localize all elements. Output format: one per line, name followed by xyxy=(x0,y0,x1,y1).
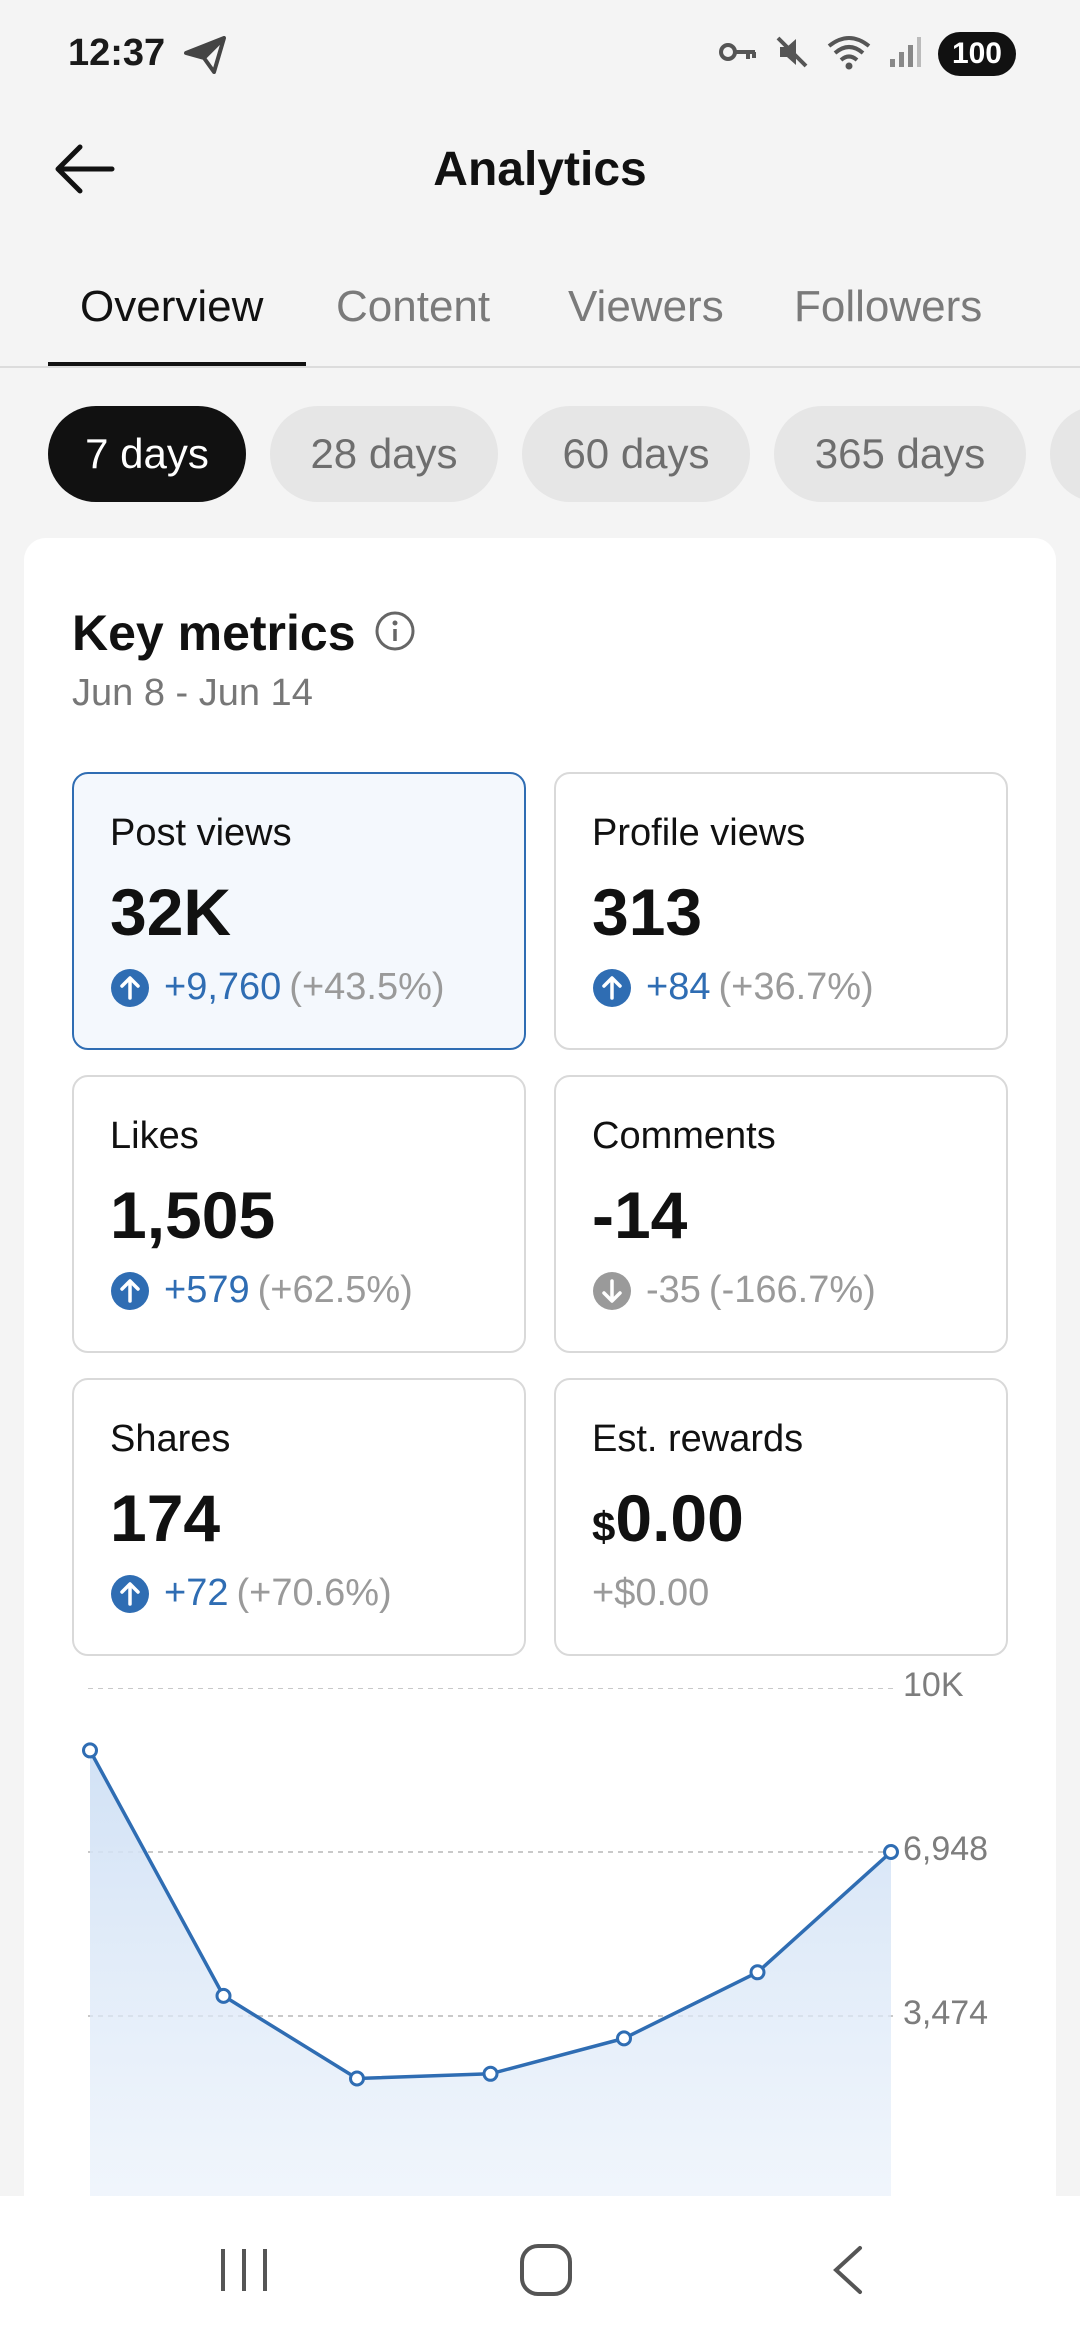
metric-card-comments[interactable]: Comments -14 -35 (-166.7%) xyxy=(554,1075,1008,1353)
section-title: Key metrics xyxy=(72,605,356,661)
chevron-left-icon xyxy=(833,2246,862,2294)
metric-value: 174 xyxy=(110,1481,221,1555)
change-percent: (+62.5%) xyxy=(257,1269,413,1311)
arrow-up-circle-icon xyxy=(111,1271,149,1310)
metric-value: $0.00 xyxy=(592,1480,744,1556)
data-point[interactable] xyxy=(883,1844,899,1860)
recents-button[interactable] xyxy=(204,2232,284,2308)
change-value: +84 xyxy=(646,966,711,1008)
tab-viewers[interactable]: Viewers xyxy=(568,282,724,331)
arrow-left-icon xyxy=(55,144,115,194)
chip-365-days[interactable]: 365 days xyxy=(774,406,1026,502)
metric-label: Est. rewards xyxy=(592,1418,804,1460)
page-title: Analytics xyxy=(433,143,647,196)
tab-overview[interactable]: Overview xyxy=(80,282,264,331)
data-point[interactable] xyxy=(482,2065,499,2082)
home-button[interactable] xyxy=(506,2232,586,2308)
chip-60-days[interactable]: 60 days xyxy=(522,406,750,502)
recents-icon xyxy=(221,2249,267,2291)
y-tick-label: 3,474 xyxy=(903,1994,989,2032)
back-button[interactable] xyxy=(48,138,120,200)
chip-7-days[interactable]: 7 days xyxy=(48,406,246,502)
tab-bar: Overview Content Viewers Followers L xyxy=(0,258,1080,368)
metric-value: 1,505 xyxy=(110,1178,276,1252)
metric-card-shares[interactable]: Shares 174 +72 (+70.6%) xyxy=(72,1378,526,1656)
tab-content[interactable]: Content xyxy=(336,282,491,331)
info-icon[interactable] xyxy=(374,610,416,657)
change-value: +$0.00 xyxy=(592,1572,710,1614)
chip-more[interactable] xyxy=(1050,406,1080,502)
change-value: +9,760 xyxy=(164,966,282,1008)
system-back-button[interactable] xyxy=(808,2232,888,2308)
signal-icon xyxy=(888,35,922,74)
metric-change: +72 (+70.6%) xyxy=(110,1572,392,1615)
metric-label: Shares xyxy=(110,1418,231,1460)
arrow-up-circle-icon xyxy=(111,1574,149,1613)
metric-card-likes[interactable]: Likes 1,505 +579 (+62.5%) xyxy=(72,1075,526,1353)
change-value: +579 xyxy=(164,1269,250,1311)
change-value: -35 xyxy=(646,1269,701,1311)
change-value: +72 xyxy=(164,1572,229,1614)
y-tick-label: 6,948 xyxy=(903,1830,989,1868)
arrow-up-circle-icon xyxy=(593,968,631,1007)
data-point[interactable] xyxy=(616,2030,632,2047)
chart-area xyxy=(90,1750,891,2340)
metric-card-post-views[interactable]: Post views 32K +9,760 (+43.5%) xyxy=(72,772,526,1050)
data-point[interactable] xyxy=(82,1742,98,1759)
data-point[interactable] xyxy=(349,2070,365,2087)
home-icon xyxy=(520,2244,572,2296)
metric-change: +84 (+36.7%) xyxy=(592,966,874,1009)
metric-change: +9,760 (+43.5%) xyxy=(110,966,445,1009)
status-time: 12:37 xyxy=(68,32,166,74)
metric-label: Comments xyxy=(592,1115,776,1157)
date-range: Jun 8 - Jun 14 xyxy=(72,672,313,714)
currency-symbol: $ xyxy=(592,1503,616,1550)
metric-change: +$0.00 xyxy=(592,1572,709,1615)
metric-change: +579 (+62.5%) xyxy=(110,1269,413,1312)
change-percent: (+36.7%) xyxy=(718,966,874,1008)
key-icon xyxy=(718,37,758,72)
tab-followers[interactable]: Followers xyxy=(794,282,983,331)
chip-28-days[interactable]: 28 days xyxy=(270,406,498,502)
arrow-up-circle-icon xyxy=(111,968,149,1007)
period-selector: 7 days 28 days 60 days 365 days xyxy=(0,406,1080,502)
change-percent: (-166.7%) xyxy=(708,1269,876,1311)
tabs-fade xyxy=(1000,258,1080,366)
metric-card-est-rewards[interactable]: Est. rewards $0.00 +$0.00 xyxy=(554,1378,1008,1656)
battery-indicator: 100 xyxy=(937,32,1016,76)
data-point[interactable] xyxy=(215,1987,232,2004)
key-metrics-card: Key metrics Jun 8 - Jun 14 Post views 32… xyxy=(24,538,1056,2340)
metric-value: 32K xyxy=(110,875,232,949)
active-tab-indicator xyxy=(48,362,306,366)
metric-label: Likes xyxy=(110,1115,199,1157)
send-icon xyxy=(184,36,226,79)
metric-change: -35 (-166.7%) xyxy=(592,1269,876,1312)
change-percent: (+70.6%) xyxy=(236,1572,392,1614)
status-bar: 12:37 100 xyxy=(0,0,1080,110)
metric-card-profile-views[interactable]: Profile views 313 +84 (+36.7%) xyxy=(554,772,1008,1050)
mute-icon xyxy=(774,34,810,75)
metric-label: Post views xyxy=(110,812,292,854)
data-point[interactable] xyxy=(749,1964,766,1981)
metric-amount: 0.00 xyxy=(615,1481,744,1555)
metric-value: -14 xyxy=(592,1178,688,1252)
wifi-icon xyxy=(826,34,872,75)
metric-label: Profile views xyxy=(592,812,806,854)
y-tick-label: 10K xyxy=(903,1666,964,1704)
arrow-down-circle-icon xyxy=(593,1271,631,1310)
change-percent: (+43.5%) xyxy=(289,966,445,1008)
metric-value: 313 xyxy=(592,875,703,949)
system-nav-bar xyxy=(0,2196,1080,2340)
